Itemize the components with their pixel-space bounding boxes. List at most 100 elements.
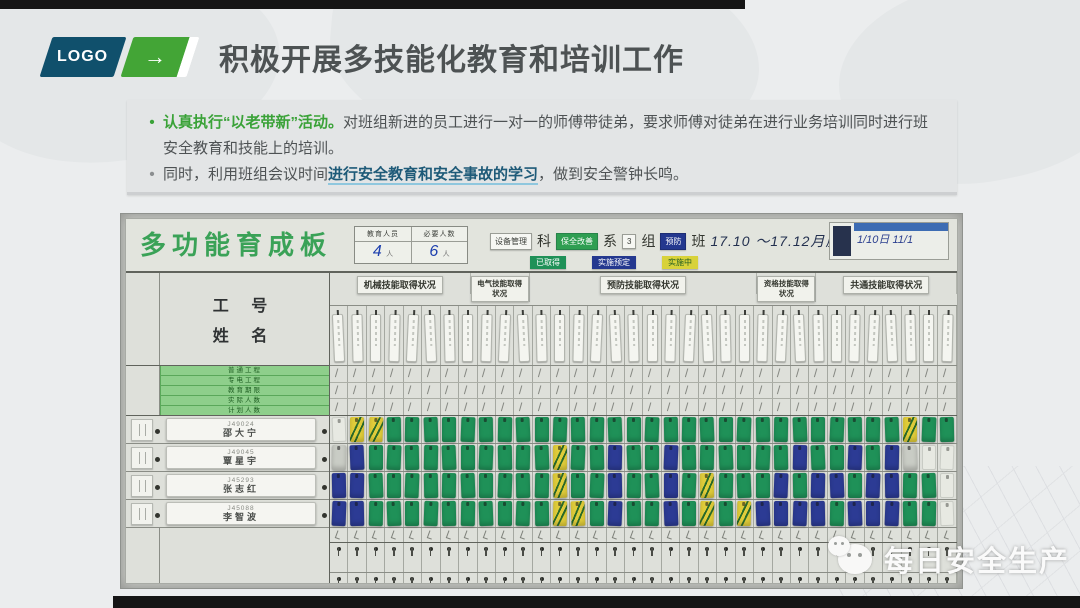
- skill-name-tag: [608, 313, 622, 362]
- handwritten-digit-mark: [611, 530, 619, 540]
- tag-cell: [551, 500, 570, 527]
- digit-cell: [607, 528, 625, 542]
- number-cell: [773, 382, 791, 399]
- handwritten-mark: [684, 368, 694, 379]
- skill-tag-slot: [938, 306, 957, 365]
- digit-cell: [680, 528, 699, 542]
- handwritten-digit-mark: [574, 530, 583, 540]
- tag-cell: [809, 472, 828, 499]
- skill-name-tag: [664, 313, 677, 362]
- skill-tag-slot: [496, 306, 515, 365]
- handwritten-mark: [721, 385, 731, 396]
- status-tag-g: [497, 444, 512, 471]
- tag-cell: [478, 500, 496, 527]
- hook-icon: [594, 547, 599, 551]
- tag-cell: [367, 472, 386, 499]
- handwritten-mark: [832, 402, 841, 413]
- hook-icon: [871, 547, 876, 551]
- member-name: 邵大宁: [222, 428, 259, 438]
- tag-cell: [846, 416, 865, 443]
- status-tag-g: [515, 444, 531, 471]
- member-name: 李智波: [222, 512, 259, 522]
- skill-tag-slot: [478, 306, 496, 365]
- handwritten-mark: [555, 402, 565, 413]
- empty-slot: [588, 543, 607, 572]
- status-tag-g: [718, 444, 734, 471]
- handwritten-mark: [758, 402, 767, 413]
- tag-cell: [533, 500, 552, 527]
- status-tag-g: [773, 444, 789, 471]
- side-label: 教育期限: [161, 386, 329, 396]
- status-tag-g: [386, 416, 402, 443]
- tag-cell: [736, 416, 755, 443]
- skill-name-tag: [646, 309, 658, 362]
- status-tag-g: [699, 416, 715, 443]
- tag-cell: [828, 416, 847, 443]
- legend-yellow-tag: 实施中: [662, 256, 698, 269]
- number-cell: [385, 399, 404, 416]
- digit-cell: [920, 528, 939, 542]
- number-cell: [680, 366, 699, 382]
- watermark: 每日安全生产: [828, 536, 1070, 582]
- tag-cell: [588, 472, 607, 499]
- status-tag-g: [368, 445, 383, 470]
- status-tag-b: [865, 472, 881, 499]
- handwritten-mark: [906, 368, 915, 379]
- digit-cell: [938, 528, 957, 542]
- bullet-2-pre: 同时，利用班组会议时间: [163, 166, 329, 183]
- number-cell: [459, 382, 478, 399]
- status-tag-b: [607, 500, 623, 527]
- status-tag-b: [663, 500, 679, 527]
- status-tag-g: [460, 500, 476, 527]
- hook-icon: [945, 577, 950, 581]
- tag-cell: [699, 416, 718, 443]
- tag-cell: [938, 500, 957, 527]
- status-tag-g: [866, 416, 881, 443]
- handwritten-digit-mark: [795, 530, 804, 540]
- tag-cell: [736, 472, 755, 499]
- section-header: 资格技能取得状况: [757, 273, 817, 302]
- handwritten-mark: [666, 402, 675, 413]
- hook-icon: [465, 577, 470, 581]
- handwritten-digit-mark: [500, 530, 509, 540]
- hook-icon: [336, 547, 341, 551]
- tag-cell: [551, 472, 570, 499]
- status-tag-g: [811, 417, 826, 442]
- row-header-line2: 姓 名: [212, 328, 277, 345]
- tag-cell: [496, 416, 515, 443]
- number-cell: [828, 366, 847, 382]
- hook-icon: [926, 547, 931, 551]
- tag-cell: [625, 472, 644, 499]
- empty-slot: [514, 573, 533, 583]
- digit-cell: [367, 528, 386, 542]
- bullet-2-emphasis: 进行安全教育和安全事故的学习: [328, 166, 539, 185]
- tag-cell: [514, 416, 533, 443]
- top-black-bar: [0, 0, 745, 9]
- number-cell: [551, 382, 570, 399]
- status-tag-y: [737, 500, 752, 527]
- skill-tag-slot: [588, 306, 607, 365]
- skill-name-tag: [480, 313, 493, 362]
- status-tag-b: [847, 500, 863, 527]
- tag-cell: [865, 444, 884, 471]
- hook-icon: [484, 577, 489, 581]
- handwritten-mark: [408, 402, 417, 413]
- handwritten-mark: [924, 402, 933, 413]
- handwritten-mark: [426, 368, 436, 379]
- hook-icon: [373, 577, 378, 581]
- handwritten-mark: [629, 385, 638, 396]
- status-tag-g: [755, 416, 771, 443]
- zu-label: 组: [641, 233, 656, 249]
- board-left-column: 工 号 姓 名 普通工程 专电工程 教育期限 实际人数 计划人数 J49024 邵大宁 J4…: [126, 273, 330, 583]
- legend-green-tag: 已取得: [530, 256, 566, 269]
- handwritten-mark: [353, 368, 362, 379]
- empty-slot: [496, 543, 515, 572]
- digit-cell: [478, 528, 496, 542]
- status-tag-g: [386, 500, 402, 527]
- empty-slot: [348, 543, 367, 572]
- number-cell: [607, 366, 625, 382]
- status-tag-g: [645, 445, 660, 470]
- hook-icon: [336, 577, 341, 581]
- hook-icon: [742, 547, 747, 551]
- status-tag-g: [479, 473, 494, 498]
